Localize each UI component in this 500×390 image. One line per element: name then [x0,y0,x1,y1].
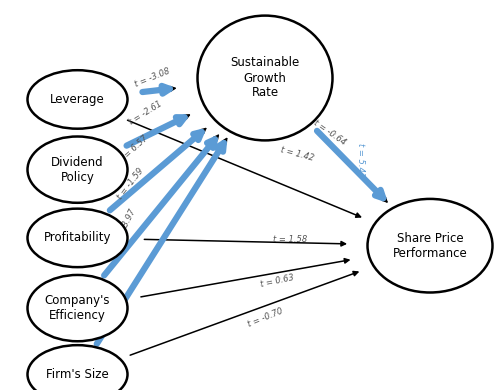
Ellipse shape [28,70,128,129]
Ellipse shape [28,209,128,267]
Text: t = -0.70: t = -0.70 [246,307,284,329]
Text: t = 1.58: t = 1.58 [273,235,307,245]
Text: Sustainable
Growth
Rate: Sustainable Growth Rate [230,57,300,99]
Text: t = 0.63: t = 0.63 [260,273,295,289]
Text: t = -0.64: t = -0.64 [312,118,348,147]
Text: Profitability: Profitability [44,231,111,245]
Text: t = -3.08: t = -3.08 [134,67,172,89]
Ellipse shape [28,136,128,203]
Text: Company's
Efficiency: Company's Efficiency [45,294,110,322]
Text: Share Price
Performance: Share Price Performance [392,232,468,260]
Text: t = 6.57: t = 6.57 [118,133,150,163]
Text: Dividend
Policy: Dividend Policy [51,156,104,184]
Text: Leverage: Leverage [50,93,105,106]
Ellipse shape [28,275,128,341]
Text: t = -3.97: t = -3.97 [112,207,138,245]
Ellipse shape [198,16,332,140]
Text: t = -2.61: t = -2.61 [127,99,163,127]
Text: Firm's Size: Firm's Size [46,368,109,381]
Text: t = -1.59: t = -1.59 [115,166,145,201]
Text: t = 5.42: t = 5.42 [356,143,364,177]
Ellipse shape [28,345,128,390]
Text: t = 1.42: t = 1.42 [280,145,315,163]
Ellipse shape [368,199,492,292]
